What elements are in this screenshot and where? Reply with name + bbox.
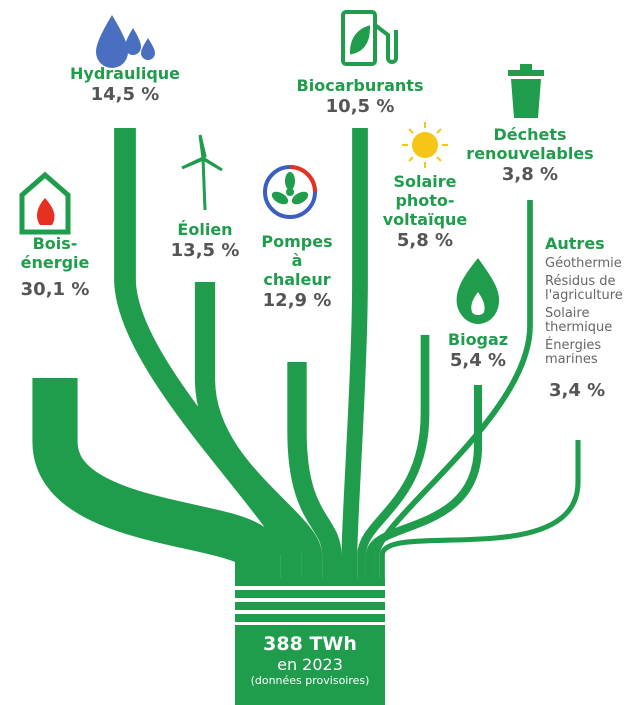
icon-wind-turbine [181, 134, 223, 211]
icon-heat-pump [263, 165, 317, 219]
flow-stream [341, 128, 368, 580]
source-label: Autres Géothermie Résidus de l'agriculture… [545, 234, 623, 403]
source-name: Bois- énergie [20, 234, 90, 272]
icon-fuel-pump [341, 10, 398, 66]
source-name: Déchets renouvelables [466, 125, 594, 163]
source-label: Bois- énergie 30,1 % [21, 234, 90, 302]
total-year: en 2023 [277, 655, 343, 674]
flow-stream [365, 385, 483, 580]
flow-stream [379, 440, 581, 580]
collector-stripe [235, 602, 385, 610]
flow-stream [357, 335, 430, 580]
source-value: 13,5 % [170, 240, 240, 261]
source-name: Éolien [177, 220, 233, 239]
other-item: Géothermie [545, 256, 622, 271]
collector-stripe [235, 590, 385, 598]
collector-stripe [235, 578, 385, 586]
source-name: Solaire photo- voltaïque [382, 172, 468, 229]
flow-stream [374, 200, 533, 580]
source-value: 30,1 % [20, 279, 90, 300]
flow-stream [32, 378, 281, 580]
total-note: (données provisoires) [250, 674, 370, 687]
icon-bin [508, 64, 544, 118]
source-name: Hydraulique [69, 64, 181, 83]
source-label: Biogaz 5,4 % [448, 330, 508, 373]
source-label: Éolien 13,5 % [171, 220, 240, 263]
source-name: Biogaz [447, 330, 509, 349]
other-item: Solaire thermique [545, 306, 613, 335]
flow-stream [114, 128, 302, 580]
icon-drops [96, 15, 155, 68]
source-value: 10,5 % [325, 96, 395, 117]
source-label: Solaire photo- voltaïque 5,8 % [383, 172, 468, 253]
source-name: Pompes à chaleur [261, 232, 333, 289]
source-label: Pompes à chaleur 12,9 % [261, 232, 332, 313]
source-label: Biocarburants 10,5 % [297, 76, 424, 119]
icon-fire-house [19, 171, 71, 235]
collector-stripe [235, 614, 385, 622]
flow-stream [287, 362, 342, 580]
source-value: 14,5 % [90, 84, 160, 105]
source-label: Déchets renouvelables 3,8 % [466, 125, 593, 187]
other-item: Énergies marines [545, 338, 602, 367]
source-value: 12,9 % [262, 290, 332, 311]
source-label: Hydraulique 14,5 % [70, 64, 180, 107]
source-name: Biocarburants [296, 76, 424, 95]
source-value: 5,8 % [396, 230, 454, 251]
icon-sun [402, 122, 448, 168]
source-name: Autres [545, 234, 605, 253]
source-value: 3,8 % [501, 164, 559, 185]
icon-flame [456, 258, 500, 324]
other-item: Résidus de l'agriculture [545, 274, 623, 303]
source-value: 5,4 % [449, 350, 507, 371]
total-box: 388 TWh en 2023 (données provisoires) [235, 625, 385, 705]
total-value: 388 TWh [263, 633, 357, 655]
source-value: 3,4 % [549, 380, 606, 401]
